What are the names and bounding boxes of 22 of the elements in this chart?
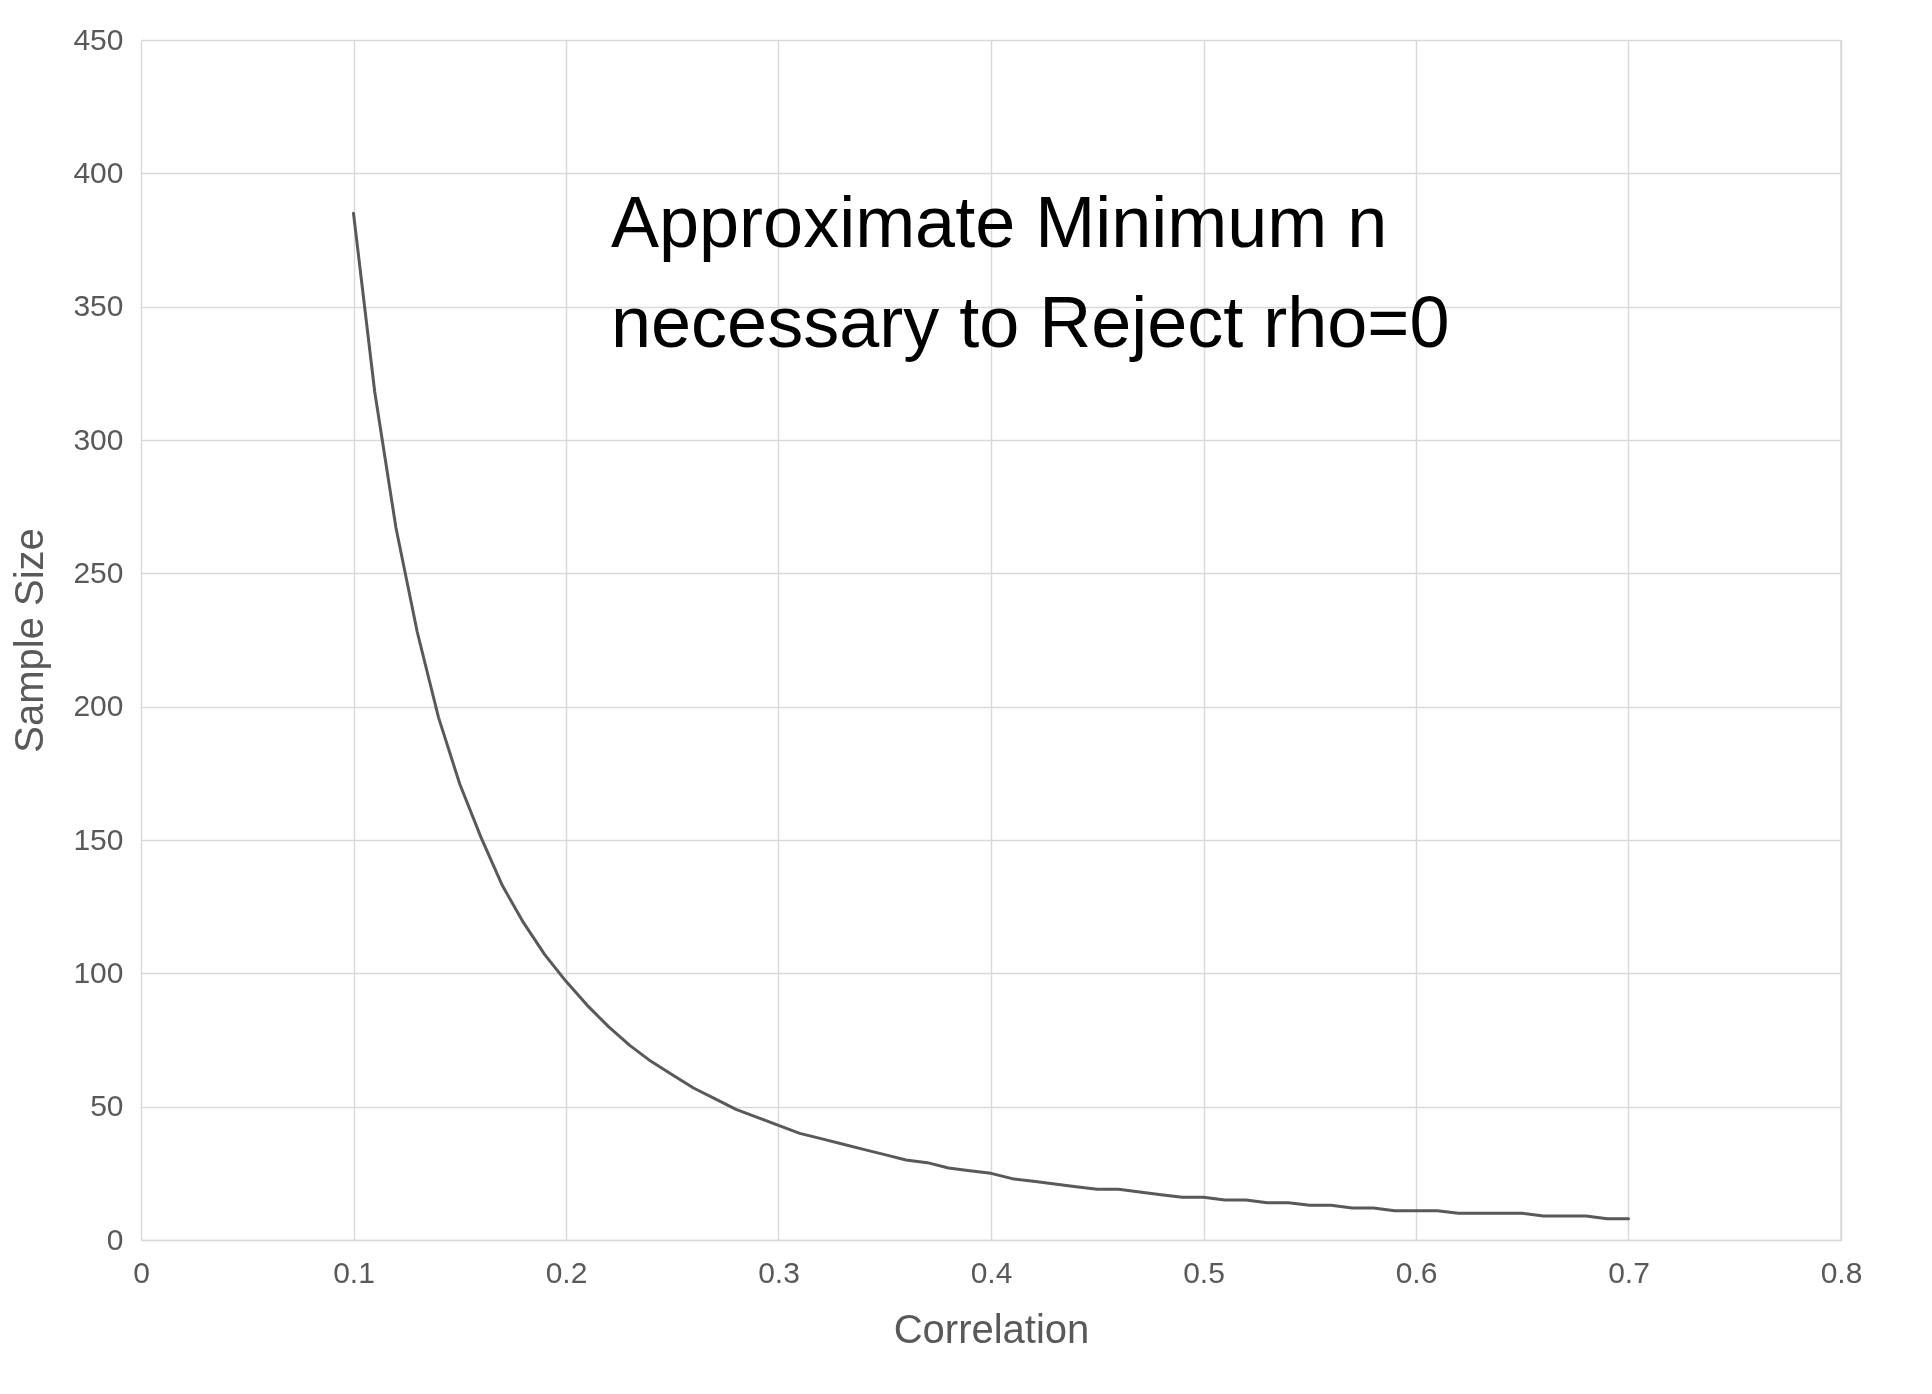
y-tick-label: 50 — [90, 1089, 124, 1123]
y-tick-label: 150 — [73, 822, 124, 856]
x-tick-label: 0.5 — [1183, 1255, 1225, 1289]
x-tick-label: 0.6 — [1395, 1255, 1438, 1289]
x-tick-label: 0.1 — [333, 1255, 375, 1289]
annotation: Approximate Minimum n necessary to Reject rho=0 — [611, 182, 1450, 362]
y-tick-label: 400 — [73, 155, 124, 189]
x-axis-title: Correlation — [893, 1306, 1090, 1351]
x-tick-label: 0.4 — [970, 1255, 1013, 1289]
x-tick-label: 0.8 — [1820, 1255, 1863, 1289]
y-tick-label: 100 — [73, 955, 124, 989]
x-tick-label: 0.2 — [545, 1255, 588, 1289]
y-tick-label: 0 — [106, 1222, 124, 1256]
y-tick-label: 250 — [73, 555, 124, 589]
x-tick-label: 0.3 — [758, 1255, 800, 1289]
x-tick-label: 0.7 — [1608, 1255, 1650, 1289]
y-tick-label: 450 — [73, 22, 124, 56]
y-axis-title: Sample Size — [7, 528, 52, 753]
y-tick-label: 300 — [73, 422, 124, 456]
x-tick-label: 0 — [133, 1255, 150, 1289]
y-tick-label: 200 — [73, 689, 124, 723]
y-tick-label: 350 — [73, 289, 124, 323]
